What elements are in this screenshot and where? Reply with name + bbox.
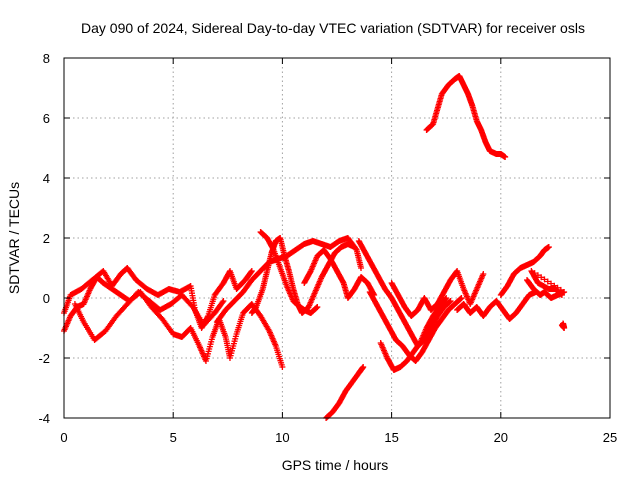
data-point bbox=[548, 280, 555, 287]
y-tick-label: -4 bbox=[38, 411, 50, 426]
series-track-10 bbox=[366, 289, 465, 364]
data-point bbox=[447, 298, 454, 304]
series-track-12 bbox=[388, 268, 487, 319]
data-point bbox=[248, 268, 255, 275]
series-track-5 bbox=[257, 229, 321, 316]
series-track-3 bbox=[71, 289, 227, 343]
data-point bbox=[248, 268, 255, 274]
data-points bbox=[61, 73, 568, 421]
series-track-14 bbox=[454, 289, 539, 322]
y-tick-label: 4 bbox=[43, 171, 50, 186]
data-point bbox=[560, 320, 567, 327]
series-track-7 bbox=[301, 247, 378, 301]
x-tick-label: 20 bbox=[494, 430, 508, 445]
data-point bbox=[538, 274, 545, 281]
data-point bbox=[270, 245, 277, 252]
data-point bbox=[352, 245, 359, 252]
data-point bbox=[219, 299, 226, 306]
data-point bbox=[458, 295, 465, 301]
x-tick-label: 0 bbox=[60, 430, 67, 445]
data-point bbox=[307, 269, 314, 276]
y-tick-label: 2 bbox=[43, 231, 50, 246]
x-tick-label: 15 bbox=[384, 430, 398, 445]
y-tick-label: 6 bbox=[43, 111, 50, 126]
series-track-16 bbox=[524, 268, 568, 301]
y-tick-label: -2 bbox=[38, 351, 50, 366]
data-point bbox=[339, 278, 346, 285]
axis-ticks: 0 5 10 15 20 25 -4 -2 0 2 4 6 8 bbox=[38, 51, 617, 445]
data-point bbox=[442, 295, 449, 302]
data-point bbox=[558, 292, 565, 298]
data-point bbox=[360, 364, 367, 370]
x-axis-label: GPS time / hours bbox=[282, 457, 389, 473]
y-tick-label: 0 bbox=[43, 291, 50, 306]
x-tick-label: 10 bbox=[275, 430, 289, 445]
data-point bbox=[541, 276, 548, 283]
data-point bbox=[314, 304, 321, 310]
data-point bbox=[545, 244, 552, 250]
grid-lines bbox=[64, 58, 610, 418]
data-point bbox=[544, 278, 551, 285]
data-point bbox=[220, 298, 227, 304]
data-point bbox=[443, 295, 450, 301]
series-track-17 bbox=[558, 320, 568, 331]
data-point bbox=[358, 265, 365, 271]
series-track-8 bbox=[323, 364, 367, 421]
y-tick-label: 8 bbox=[43, 51, 50, 66]
series-track-15 bbox=[497, 244, 552, 298]
data-point bbox=[279, 364, 286, 370]
y-axis-label: SDTVAR / TECUs bbox=[6, 182, 22, 294]
chart-title: Day 090 of 2024, Sidereal Day-to-day VTE… bbox=[81, 20, 585, 36]
data-point bbox=[480, 271, 487, 277]
series-track-1 bbox=[61, 265, 255, 331]
data-point bbox=[502, 154, 509, 160]
series-track-6 bbox=[213, 235, 365, 325]
series-track-13 bbox=[423, 73, 509, 160]
x-tick-label: 25 bbox=[603, 430, 617, 445]
x-tick-label: 5 bbox=[170, 430, 177, 445]
